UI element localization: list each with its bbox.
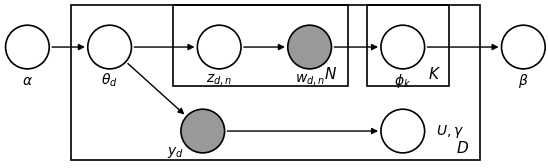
Bar [367, 5, 449, 86]
Text: $U, \gamma$: $U, \gamma$ [436, 122, 464, 140]
Ellipse shape [5, 25, 49, 69]
Ellipse shape [381, 109, 425, 153]
Text: $\beta$: $\beta$ [518, 72, 529, 90]
Ellipse shape [181, 109, 225, 153]
Text: $z_{d,n}$: $z_{d,n}$ [206, 73, 232, 88]
Ellipse shape [88, 25, 132, 69]
Ellipse shape [288, 25, 332, 69]
Text: $N$: $N$ [324, 66, 337, 82]
Bar [71, 5, 480, 160]
Text: $w_{d,n}$: $w_{d,n}$ [295, 73, 324, 88]
Text: $\phi_k$: $\phi_k$ [394, 72, 412, 90]
Text: $K$: $K$ [428, 66, 441, 82]
Text: $D$: $D$ [455, 140, 469, 156]
Ellipse shape [381, 25, 425, 69]
Text: $y_d$: $y_d$ [167, 145, 184, 160]
Ellipse shape [197, 25, 241, 69]
Bar [173, 5, 348, 86]
Text: $\alpha$: $\alpha$ [22, 74, 33, 88]
Text: $\theta_d$: $\theta_d$ [101, 72, 118, 89]
Ellipse shape [501, 25, 545, 69]
